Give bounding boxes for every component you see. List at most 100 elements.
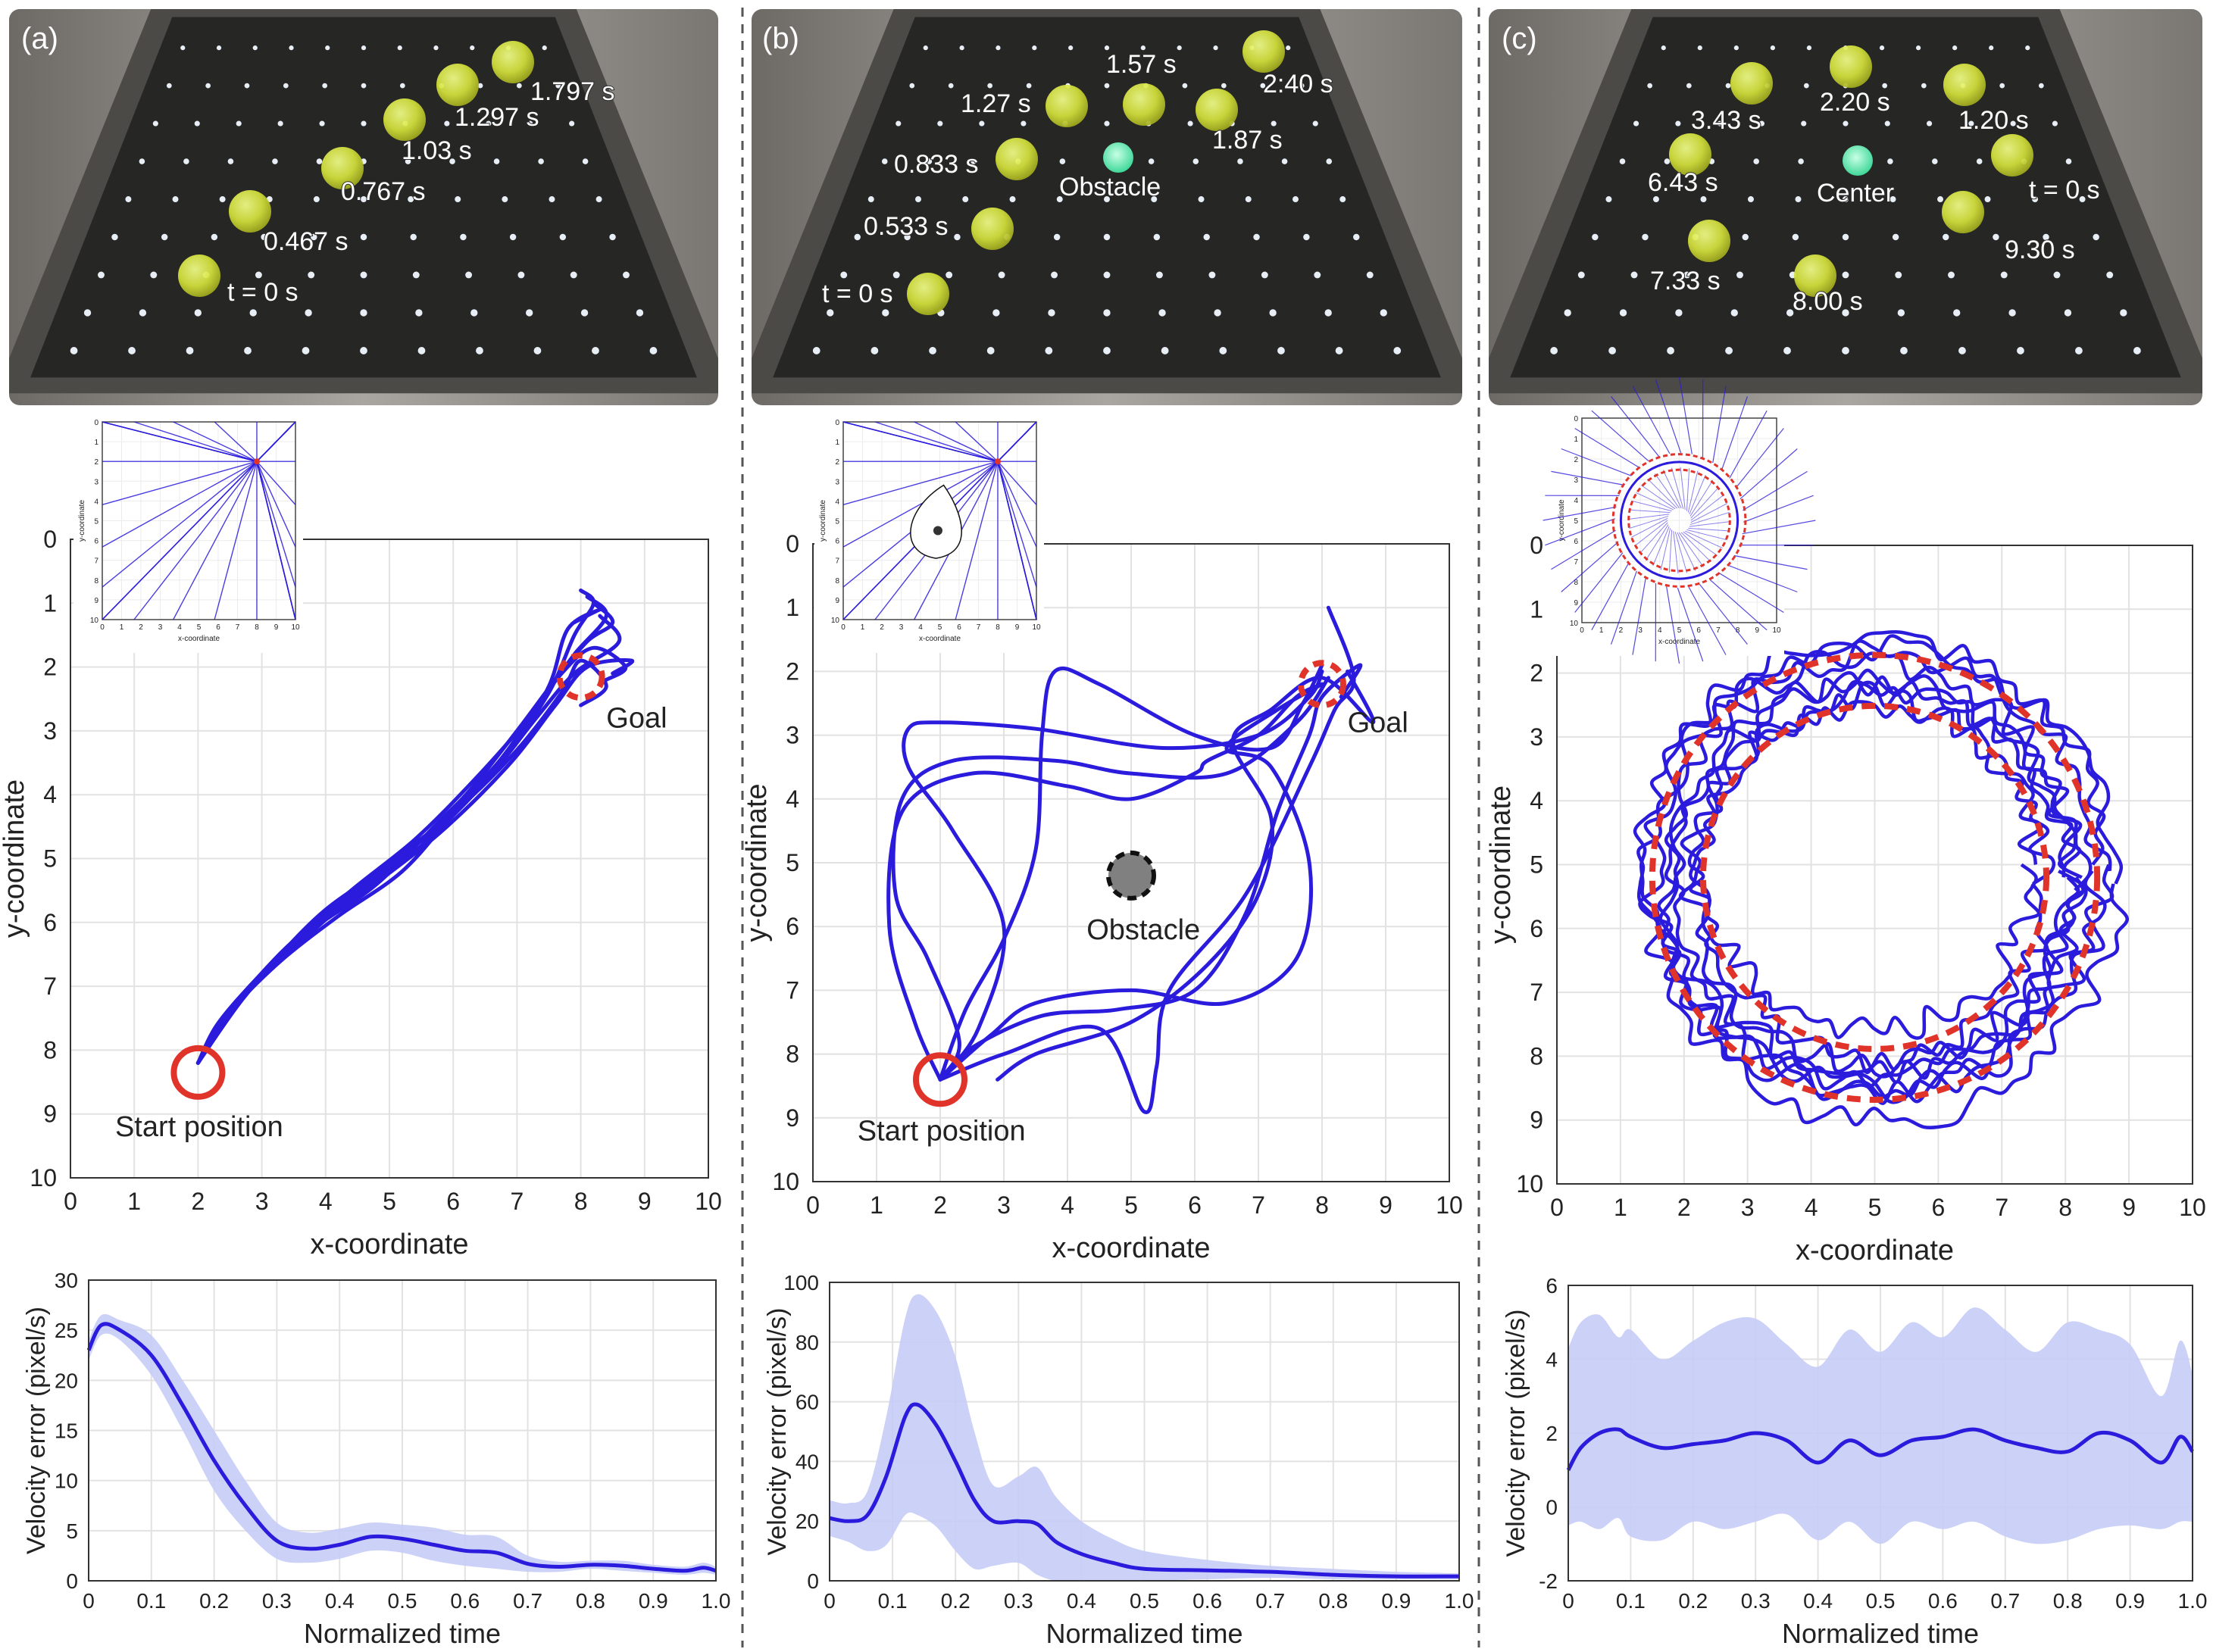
field-line xyxy=(997,461,1037,620)
green-marker xyxy=(1843,145,1873,176)
grid-dot xyxy=(316,158,323,164)
grid-dot xyxy=(1725,83,1731,89)
y-tick-label: 7 xyxy=(1530,979,1543,1006)
grid-dot xyxy=(946,271,953,279)
grid-dot xyxy=(827,309,834,317)
y-tick-label: 10 xyxy=(30,1164,57,1191)
y-tick-label: 3 xyxy=(43,717,57,745)
time-tick-label: 0.8 xyxy=(1318,1589,1348,1613)
field-line xyxy=(1645,524,1669,561)
trajectory-line xyxy=(938,605,1356,1114)
y-tick-label: 0 xyxy=(1530,532,1543,559)
x-tick-label: 6 xyxy=(1188,1191,1202,1219)
target-ring xyxy=(1699,702,2050,1052)
field-line xyxy=(214,461,258,620)
inset-x-tick: 5 xyxy=(1677,626,1682,635)
inset-x-tick: 9 xyxy=(1015,623,1020,632)
grid-dot xyxy=(1792,233,1799,241)
photo-label: 8.00 s xyxy=(1793,287,1863,316)
obstacle-marker xyxy=(1106,850,1156,901)
grid-dot xyxy=(111,233,118,241)
x-tick-label: 7 xyxy=(1995,1194,2008,1221)
grid-dot xyxy=(219,196,226,203)
grid-dot xyxy=(1842,233,1849,241)
field-line xyxy=(102,461,258,548)
grid-dot xyxy=(1312,120,1318,126)
vel-tick-label: 25 xyxy=(55,1319,78,1342)
grid-dot xyxy=(449,158,455,164)
inset-y-tick: 0 xyxy=(835,419,839,427)
grid-dot xyxy=(2025,45,2030,51)
ball xyxy=(1242,30,1285,73)
grid-dot xyxy=(1592,233,1599,241)
grid-dot xyxy=(1053,233,1061,241)
goal-label: Goal xyxy=(1348,707,1408,739)
field-line xyxy=(1719,573,1784,613)
grid-dot xyxy=(1642,233,1649,241)
inset-y-tick: 0 xyxy=(1574,415,1578,423)
photo-label: 1.03 s xyxy=(402,136,472,165)
time-axis-label: Normalized time xyxy=(1046,1618,1242,1649)
inset-y-tick: 4 xyxy=(94,498,98,506)
vel-tick-label: 0 xyxy=(66,1569,78,1593)
grid-dot xyxy=(322,83,327,89)
grid-dot xyxy=(929,347,936,354)
grid-dot xyxy=(1884,120,1890,126)
grid-dot xyxy=(194,309,202,317)
start-label: Start position xyxy=(115,1111,283,1143)
grid-dot xyxy=(1177,45,1182,51)
grid-dot xyxy=(1366,271,1374,279)
grid-dot xyxy=(1843,120,1849,126)
grid-dot xyxy=(549,196,555,203)
field-line xyxy=(173,461,258,620)
trajectory-line xyxy=(1638,649,2088,1091)
inset-y-tick: 9 xyxy=(94,597,98,605)
time-tick-label: 0.3 xyxy=(262,1589,292,1613)
grid-dot xyxy=(2039,83,2044,89)
field-line xyxy=(1671,467,1684,509)
grid-dot xyxy=(1104,83,1110,89)
grid-dot xyxy=(361,83,367,89)
grid-dot xyxy=(979,120,985,126)
inset-frame xyxy=(1581,417,1777,623)
inset-x-tick: 3 xyxy=(899,623,904,632)
inset-background xyxy=(73,419,303,653)
grid-dot xyxy=(1261,271,1268,279)
y-tick-label: 6 xyxy=(43,909,57,936)
field-line xyxy=(1743,470,1808,511)
grid-dot xyxy=(272,158,278,164)
grid-dot xyxy=(1633,120,1639,126)
x-tick-label: 1 xyxy=(1614,1194,1627,1221)
photo-content: t = 0 s 0.533 s 0.833 s 1.27 s 1.57 s 1.87 s 2… xyxy=(752,9,1462,405)
grid-dot xyxy=(2010,120,2016,126)
inset-x-tick: 3 xyxy=(158,623,163,632)
field-line xyxy=(1680,467,1686,511)
grid-dot xyxy=(1895,271,1902,279)
mean-line xyxy=(86,1322,717,1573)
inset-x-tick: 7 xyxy=(1716,626,1721,635)
grid-dot xyxy=(2064,309,2072,317)
field-line xyxy=(1690,494,1724,521)
field-line xyxy=(997,461,1037,548)
photo-label: 1.20 s xyxy=(1958,106,2029,135)
grid-dot xyxy=(2120,309,2127,317)
grid-dot xyxy=(502,196,508,203)
grid-dot xyxy=(1798,158,1804,164)
ball xyxy=(492,41,534,83)
x-tick-label: 4 xyxy=(319,1188,333,1215)
trajectory-line xyxy=(1633,630,2115,1105)
field-line xyxy=(842,461,999,548)
field-line xyxy=(1660,528,1671,570)
axes-frame xyxy=(88,1279,717,1582)
x-axis-label: x-coordinate xyxy=(310,1229,468,1260)
grid-dot xyxy=(1056,196,1063,203)
field-line xyxy=(1611,395,1660,457)
inset-x-tick: 10 xyxy=(1032,623,1041,632)
ball xyxy=(436,64,479,106)
grid-dot xyxy=(161,233,168,241)
field-line xyxy=(1655,473,1680,509)
field-line xyxy=(997,461,1037,588)
ball xyxy=(1991,134,2033,176)
ball xyxy=(321,147,364,189)
start-circle xyxy=(913,1052,967,1107)
